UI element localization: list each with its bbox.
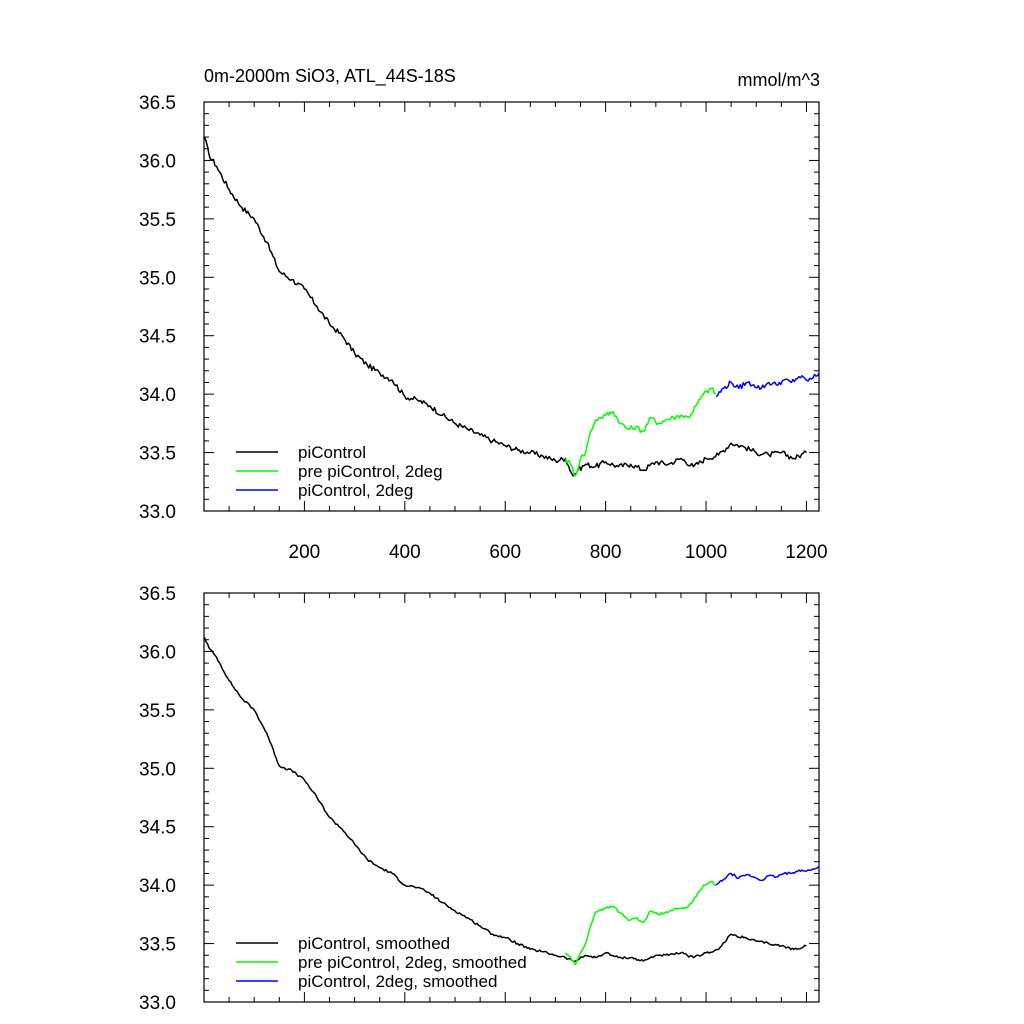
legend-label: pre piControl, 2deg [298, 462, 443, 481]
series-line [564, 880, 717, 966]
y-tick-label: 35.0 [139, 268, 176, 289]
series-line [203, 637, 807, 963]
series-line [715, 372, 820, 398]
y-tick-label: 34.0 [139, 385, 176, 406]
plot-frame [203, 592, 820, 1003]
y-tick-label: 36.5 [139, 93, 176, 114]
y-tick-label: 36.0 [139, 642, 176, 663]
x-tick-label: 400 [389, 542, 421, 563]
bottom-panel: 33.0 33.5 34.0 34.5 35.0 35.5 36.0 36.5 piContr… [139, 584, 820, 1014]
top-panel: 0m-2000m SiO3, ATL_44S-18S mmol/m^3 33.0… [139, 66, 828, 563]
series-line [203, 136, 807, 477]
legend-label: piControl, 2deg [298, 481, 413, 500]
y-tick-label: 35.5 [139, 701, 176, 722]
axis-ticks: 33.0 33.5 34.0 34.5 35.0 35.5 36.0 36.5 [139, 584, 819, 1014]
series-line [715, 865, 820, 886]
y-tick-label: 36.0 [139, 151, 176, 172]
legend-label: piControl, 2deg, smoothed [298, 972, 497, 991]
y-tick-label: 34.5 [139, 327, 176, 348]
y-tick-label: 33.0 [139, 502, 176, 523]
y-tick-label: 35.0 [139, 759, 176, 780]
x-tick-label: 1000 [685, 542, 727, 563]
series-group [203, 136, 820, 477]
units-label: mmol/m^3 [738, 70, 820, 90]
y-tick-label: 35.5 [139, 210, 176, 231]
x-tick-label: 800 [590, 542, 622, 563]
plot-frame [203, 101, 820, 512]
chart-title: 0m-2000m SiO3, ATL_44S-18S [204, 66, 456, 87]
y-tick-label: 33.0 [139, 993, 176, 1014]
y-tick-label: 36.5 [139, 584, 176, 605]
series-line [564, 387, 717, 477]
x-tick-label: 200 [289, 542, 321, 563]
y-tick-label: 34.5 [139, 818, 176, 839]
legend-label: piControl, smoothed [298, 934, 450, 953]
axis-ticks: 33.0 33.5 34.0 34.5 35.0 35.5 36.0 36.5 200 400 60… [139, 93, 828, 563]
y-tick-label: 33.5 [139, 444, 176, 465]
y-tick-label: 34.0 [139, 876, 176, 897]
x-tick-label: 600 [489, 542, 521, 563]
y-tick-label: 33.5 [139, 935, 176, 956]
legend-label: piControl [298, 443, 366, 462]
x-tick-label: 1200 [785, 542, 827, 563]
legend-label: pre piControl, 2deg, smoothed [298, 953, 527, 972]
series-group [203, 637, 820, 966]
